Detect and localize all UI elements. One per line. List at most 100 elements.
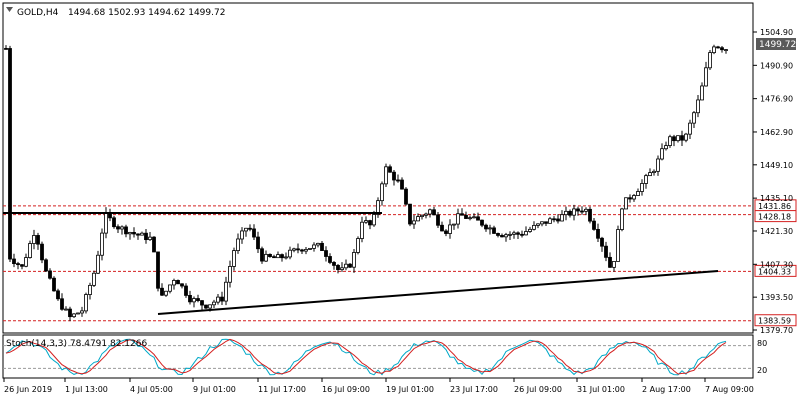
candle-body bbox=[160, 287, 164, 296]
candle-body bbox=[448, 224, 452, 234]
candle-body bbox=[704, 67, 708, 87]
candle-body bbox=[620, 208, 624, 230]
candle-body bbox=[516, 232, 520, 235]
time-tick-label: 19 Jul 01:00 bbox=[386, 385, 434, 394]
candle-body bbox=[512, 232, 516, 235]
time-tick-label: 2 Aug 17:00 bbox=[642, 385, 691, 394]
price-tick-label: 1490.90 bbox=[760, 61, 793, 70]
candle-body bbox=[136, 233, 140, 236]
candle-body bbox=[176, 280, 180, 285]
candle-body bbox=[76, 312, 80, 315]
candle-body bbox=[40, 243, 44, 261]
candle-body bbox=[84, 294, 88, 312]
time-tick-label: 16 Jul 09:00 bbox=[322, 385, 370, 394]
level-tag-box bbox=[754, 210, 797, 223]
candle-body bbox=[264, 253, 268, 262]
candle-body bbox=[456, 213, 460, 225]
symbol-label: GOLD,H4 bbox=[17, 8, 59, 18]
candle-body bbox=[116, 226, 120, 230]
stoch-main-line bbox=[5, 338, 727, 376]
candle-body bbox=[372, 214, 376, 226]
candle-body bbox=[8, 48, 12, 260]
candle-body bbox=[112, 217, 116, 228]
candle-body bbox=[412, 220, 416, 225]
candle-body bbox=[48, 270, 52, 279]
candle-body bbox=[248, 227, 252, 230]
stoch-pane-frame bbox=[2, 334, 754, 379]
candlesticks bbox=[4, 44, 728, 322]
time-tick-label: 26 Jun 2019 bbox=[4, 385, 52, 394]
candle-body bbox=[224, 281, 228, 302]
candle-body bbox=[272, 256, 276, 259]
candle-body bbox=[472, 216, 476, 219]
candle-body bbox=[680, 135, 684, 141]
candle-body bbox=[280, 254, 284, 259]
candle-body bbox=[536, 223, 540, 226]
candle-body bbox=[124, 226, 128, 235]
trend-lines[interactable] bbox=[3, 212, 719, 315]
candle-body bbox=[132, 231, 136, 235]
candle-body bbox=[716, 46, 720, 49]
candle-body bbox=[336, 265, 340, 270]
candle-body bbox=[572, 208, 576, 216]
level-tag-box bbox=[754, 264, 797, 277]
price-tick-label: 1476.90 bbox=[760, 95, 793, 104]
price-tick-label: 1393.50 bbox=[760, 293, 793, 302]
price-axis: 1504.90 1490.90 1476.90 1462.90 1449.10 1435.… bbox=[753, 28, 793, 335]
candle-body bbox=[608, 256, 612, 268]
candle-body bbox=[328, 256, 332, 263]
candle-body bbox=[580, 210, 584, 213]
level-tag: 1428.18 bbox=[758, 213, 791, 222]
price-tick-label: 1449.10 bbox=[760, 161, 793, 170]
candle-body bbox=[348, 263, 352, 268]
candle-body bbox=[292, 248, 296, 251]
candle-body bbox=[284, 256, 288, 259]
candle-body bbox=[508, 233, 512, 236]
candle-body bbox=[52, 277, 56, 292]
candle-body bbox=[460, 213, 464, 216]
triangle-down-icon[interactable] bbox=[6, 7, 13, 12]
candle-body bbox=[288, 249, 292, 258]
candle-body bbox=[700, 85, 704, 101]
candle-body bbox=[80, 310, 84, 314]
stoch-signal-line bbox=[5, 338, 727, 375]
candle-body bbox=[140, 232, 144, 236]
candle-body bbox=[436, 214, 440, 226]
candle-body bbox=[68, 308, 72, 318]
candle-body bbox=[92, 272, 96, 286]
time-tick-label: 23 Jul 17:00 bbox=[450, 385, 498, 394]
stoch-upper-level: 80 bbox=[757, 339, 767, 348]
candle-body bbox=[32, 235, 36, 244]
candle-body bbox=[56, 290, 60, 300]
price-tick-label: 1407.30 bbox=[760, 260, 793, 269]
candle-body bbox=[384, 166, 388, 185]
candle-body bbox=[408, 203, 412, 225]
candle-body bbox=[500, 235, 504, 238]
candle-body bbox=[72, 313, 76, 318]
candle-body bbox=[480, 219, 484, 226]
time-axis: 26 Jun 2019 1 Jul 13:00 4 Jul 05:00 9 Jul 0… bbox=[3, 378, 754, 394]
candle-body bbox=[468, 217, 472, 220]
candle-body bbox=[548, 218, 552, 224]
candle-body bbox=[540, 221, 544, 225]
candle-body bbox=[312, 244, 316, 249]
candle-body bbox=[592, 220, 596, 230]
candle-body bbox=[360, 221, 364, 239]
candle-body bbox=[368, 220, 372, 226]
candle-body bbox=[596, 228, 600, 239]
price-tick-label: 1421.30 bbox=[760, 227, 793, 236]
stoch-indicator bbox=[3, 338, 753, 376]
candle-body bbox=[104, 212, 108, 234]
candle-body bbox=[400, 179, 404, 190]
candle-body bbox=[568, 210, 572, 216]
candle-body bbox=[684, 133, 688, 141]
candle-body bbox=[484, 224, 488, 230]
stoch-lower-level: 20 bbox=[757, 366, 767, 375]
candle-body bbox=[636, 191, 640, 196]
candle-body bbox=[660, 148, 664, 160]
support-trend-line[interactable] bbox=[157, 270, 719, 315]
candle-body bbox=[628, 197, 632, 200]
price-tick-label: 1435.10 bbox=[760, 194, 793, 203]
